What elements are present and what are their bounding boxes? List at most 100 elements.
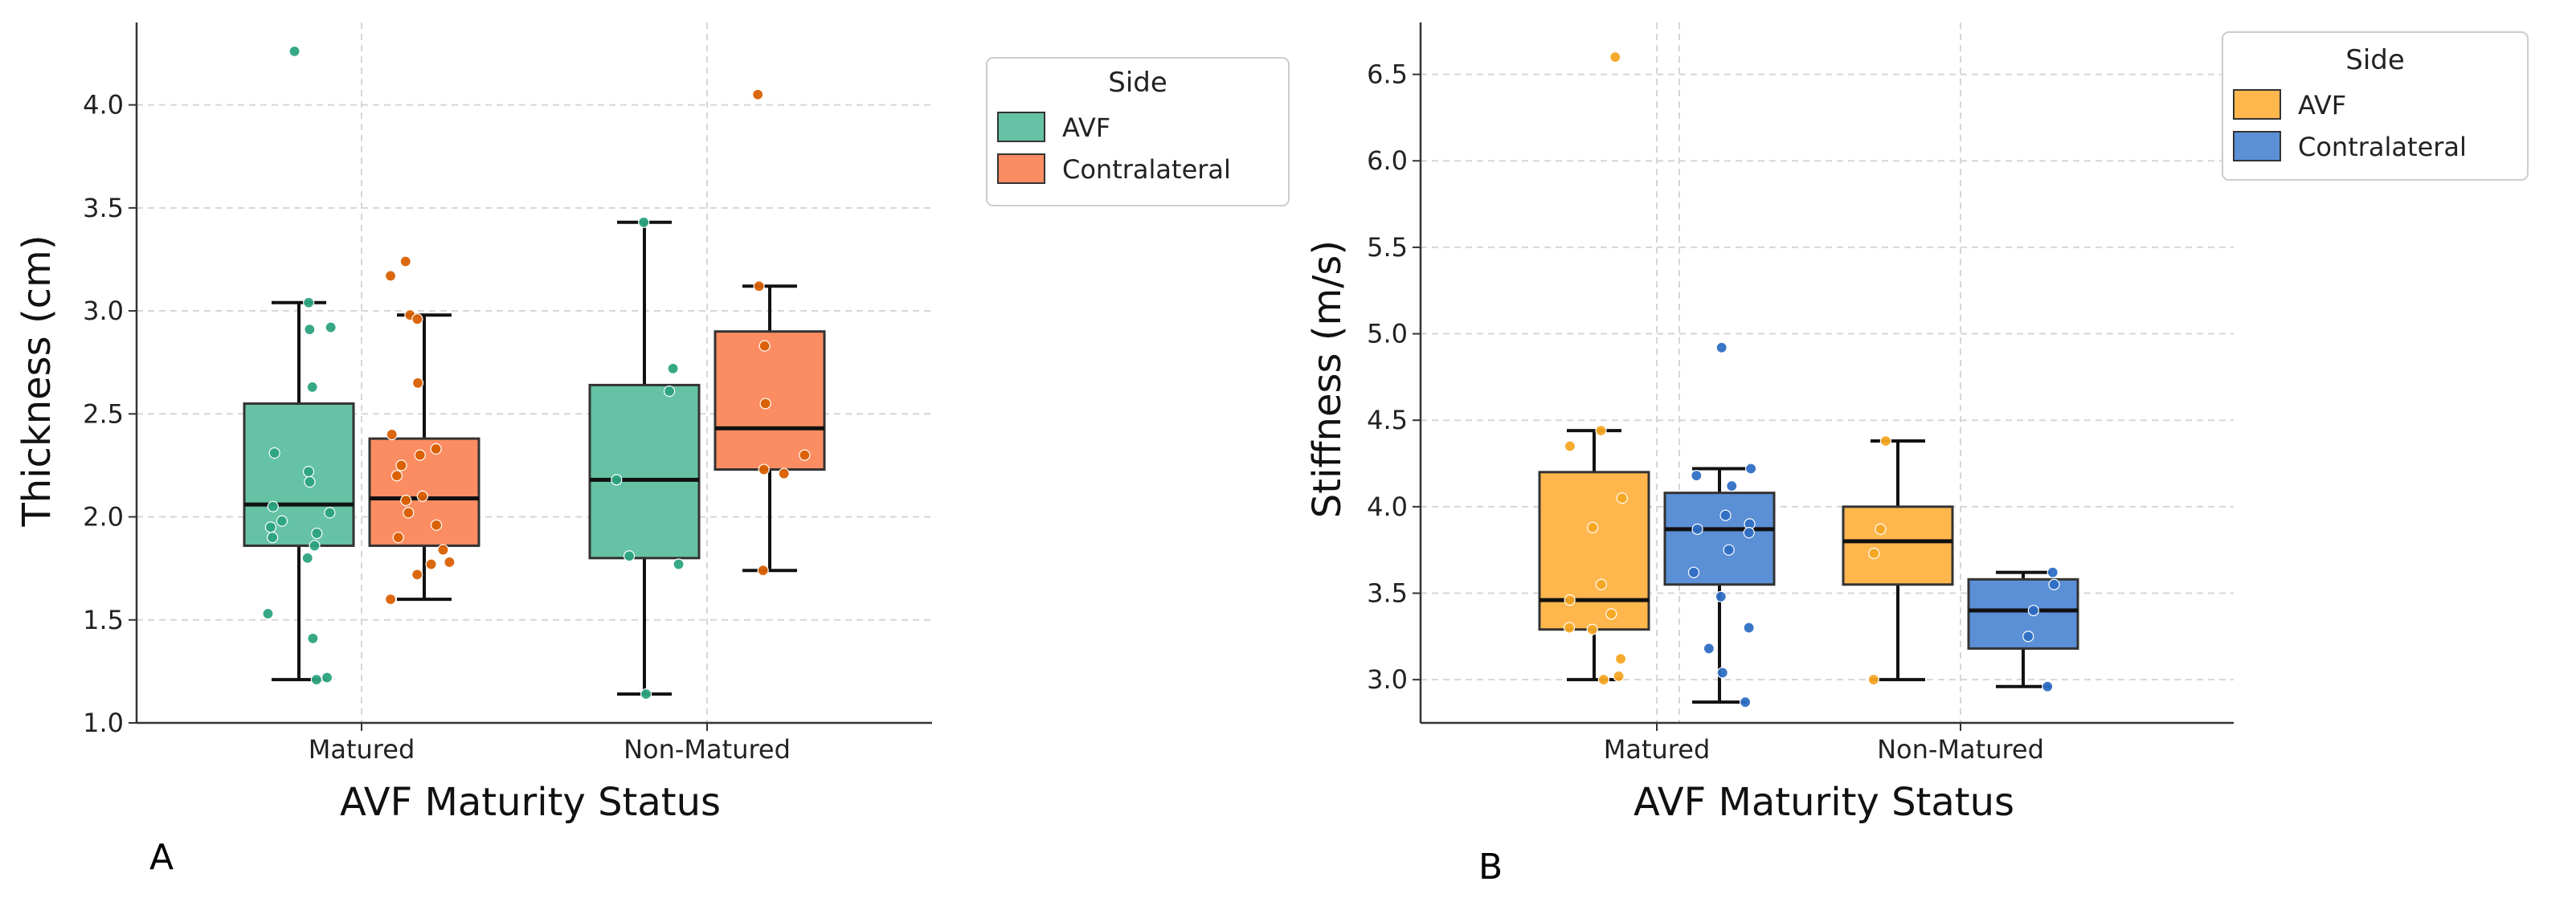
panel-a-contralateral-non-matured-point-7 bbox=[757, 565, 769, 577]
panel-b-contralateral-non-matured-point-3 bbox=[2022, 631, 2034, 643]
panel-a-letter: A bbox=[149, 837, 174, 878]
panel-a-contralateral-matured-point-0 bbox=[399, 255, 411, 267]
panel-b-grid bbox=[1421, 22, 2234, 723]
panel-a-avf-non-matured-point-2 bbox=[663, 385, 676, 398]
panel-b-yticks: 3.0 3.5 4.0 4.5 5.0 5.5 6.0 6.5 bbox=[1367, 59, 1421, 695]
panel-a-contralateral-matured-point-18 bbox=[411, 569, 423, 581]
panel-b-contralateral-matured-point-9 bbox=[1687, 566, 1700, 578]
panel-a-contralateral-non-matured-point-2 bbox=[758, 340, 771, 352]
panel-a-ytick-label-1: 1.5 bbox=[83, 605, 124, 635]
panel-b-contralateral-matured-point-14 bbox=[1740, 696, 1752, 708]
panel-a-ytick-label-6: 4.0 bbox=[83, 90, 124, 120]
panel-b-legend-swatch-avf bbox=[2233, 89, 2281, 120]
panel-a-contralateral-non-matured-point-3 bbox=[759, 398, 771, 410]
panel-b-ytick-label-6: 6.0 bbox=[1367, 145, 1408, 176]
panel-a-contralateral-non-matured-point-5 bbox=[758, 463, 770, 475]
panel-b-avf-matured-point-8 bbox=[1563, 622, 1576, 634]
panel-a-contralateral-matured-point-15 bbox=[437, 544, 449, 556]
panel-b-avf-non-matured-box bbox=[1842, 505, 1954, 586]
panel-a-contralateral-matured-point-17 bbox=[425, 558, 437, 570]
panel-b-avf-matured-box bbox=[1538, 471, 1650, 631]
panel-a-contralateral-matured-point-19 bbox=[384, 594, 397, 606]
panel-b-avf-matured-point-9 bbox=[1586, 623, 1598, 635]
panel-a-contralateral-matured-point-4 bbox=[411, 377, 424, 389]
panel-a-avf-matured-point-6 bbox=[302, 466, 315, 478]
panel-a-avf-matured-box bbox=[243, 402, 355, 547]
panel-a-avf-non-matured-point-3 bbox=[611, 474, 623, 486]
panel-b-x-axis-title: AVF Maturity Status bbox=[1634, 780, 2014, 825]
panel-b-avf-matured-point-5 bbox=[1595, 578, 1607, 590]
panel-a-avf-non-matured-point-4 bbox=[623, 550, 636, 562]
panel-a-contralateral-matured-point-14 bbox=[392, 532, 404, 544]
panel-b-avf-matured-point-4 bbox=[1587, 521, 1599, 533]
panel-a-xticks: Matured Non-Matured bbox=[309, 723, 791, 765]
panel-a-avf-matured-point-10 bbox=[276, 515, 288, 527]
panel-a-avf-matured-point-17 bbox=[307, 632, 319, 644]
panel-b-contralateral-matured-point-13 bbox=[1716, 667, 1728, 679]
panel-b-avf-matured-point-1 bbox=[1595, 425, 1607, 437]
panel-a-avf-matured-point-5 bbox=[268, 447, 280, 459]
panel-b-contralateral-non-matured-point-1 bbox=[2048, 578, 2060, 590]
panel-a-avf-matured-point-2 bbox=[325, 321, 337, 333]
panel-a-avf-matured-point-19 bbox=[310, 674, 322, 686]
panel-a-contralateral-matured-point-8 bbox=[395, 459, 407, 471]
panel-a-xtick-label-non-matured: Non-Matured bbox=[624, 734, 791, 765]
panel-b-legend-label-avf: AVF bbox=[2298, 90, 2346, 120]
panel-a-contralateral-matured-point-5 bbox=[386, 428, 398, 441]
panel-b-avf-matured-point-10 bbox=[1615, 653, 1627, 665]
panel-a-avf-matured-point-8 bbox=[267, 500, 279, 512]
panel-a-contralateral-matured-point-10 bbox=[416, 490, 428, 502]
panel-b-avf-matured-point-11 bbox=[1613, 670, 1625, 682]
panel-a-ytick-label-4: 3.0 bbox=[83, 296, 124, 326]
panel-a-legend-frame bbox=[986, 57, 1290, 206]
panel-a-avf-matured-point-15 bbox=[301, 552, 313, 564]
panel-b-ytick-label-1: 3.5 bbox=[1367, 578, 1408, 609]
panel-b-xticks: Matured Non-Matured bbox=[1604, 723, 2044, 765]
panel-a-avf-non-matured-point-5 bbox=[673, 558, 685, 570]
panel-b-ytick-label-5: 5.5 bbox=[1367, 232, 1408, 263]
panel-b-ytick-label-7: 6.5 bbox=[1367, 59, 1408, 90]
panel-b-contralateral-matured-point-4 bbox=[1719, 509, 1732, 521]
panel-b-contralateral-matured-point-12 bbox=[1703, 643, 1715, 655]
panel-a-contralateral-non-matured-point-6 bbox=[778, 467, 790, 480]
panel-b-contralateral-matured-point-1 bbox=[1744, 463, 1757, 475]
panel-a: 1.0 1.5 2.0 2.5 3.0 3.5 4.0 Matured Non-Matured… bbox=[14, 22, 1290, 878]
panel-a-ytick-label-0: 1.0 bbox=[83, 708, 124, 738]
panel-b-avf-matured-point-6 bbox=[1564, 594, 1576, 606]
panel-a-avf-non-matured-box bbox=[588, 383, 701, 560]
panel-b-contralateral-matured-point-10 bbox=[1715, 590, 1727, 602]
panel-a-ytick-label-3: 2.5 bbox=[83, 398, 124, 429]
panel-a-legend: Side AVF Contralateral bbox=[986, 57, 1290, 206]
panel-a-legend-label-avf: AVF bbox=[1062, 112, 1110, 143]
panel-a-contralateral-matured-point-9 bbox=[390, 470, 403, 482]
panel-a-contralateral-matured-point-11 bbox=[400, 494, 412, 507]
panel-b-contralateral-matured-box bbox=[1663, 492, 1776, 586]
panel-b-avf-matured-point-12 bbox=[1597, 674, 1609, 686]
panel-b-axes bbox=[1419, 22, 2234, 724]
panel-b-avf-non-matured-point-3 bbox=[1867, 674, 1879, 686]
panel-a-contralateral-matured-point-6 bbox=[430, 443, 442, 455]
panel-b-xtick-label-non-matured: Non-Matured bbox=[1877, 734, 2044, 765]
panel-a-contralateral-matured-point-12 bbox=[403, 507, 415, 519]
panel-a-legend-swatch-contralateral bbox=[997, 153, 1045, 184]
panel-a-avf-matured-point-1 bbox=[303, 296, 315, 308]
panel-b-marks bbox=[1538, 51, 2079, 708]
panel-b-contralateral-non-matured-point-4 bbox=[2042, 680, 2054, 692]
panel-b-avf-matured-point-0 bbox=[1609, 51, 1621, 63]
panel-b-letter: B bbox=[1478, 847, 1503, 888]
panel-b-legend-label-contralateral: Contralateral bbox=[2298, 132, 2467, 162]
panel-a-avf-matured-point-7 bbox=[304, 475, 316, 488]
panel-b-contralateral-non-matured-point-2 bbox=[2027, 604, 2039, 617]
panel-a-legend-swatch-avf bbox=[997, 112, 1045, 142]
panel-b-contralateral-matured-point-7 bbox=[1743, 527, 1755, 539]
panel-b-ytick-label-3: 4.5 bbox=[1367, 405, 1408, 435]
panel-b-xtick-label-matured: Matured bbox=[1604, 734, 1711, 765]
panel-b-avf-matured-point-2 bbox=[1564, 440, 1576, 452]
panel-a-x-axis-title: AVF Maturity Status bbox=[340, 780, 721, 825]
panel-a-contralateral-matured-point-7 bbox=[414, 449, 426, 461]
panel-a-xtick-label-matured: Matured bbox=[309, 734, 415, 765]
panel-b-avf-non-matured-point-2 bbox=[1868, 547, 1880, 560]
panel-a-avf-non-matured-point-6 bbox=[640, 688, 652, 700]
panel-a-contralateral-matured-point-13 bbox=[430, 519, 443, 531]
panel-a-contralateral-non-matured-point-0 bbox=[752, 88, 764, 100]
